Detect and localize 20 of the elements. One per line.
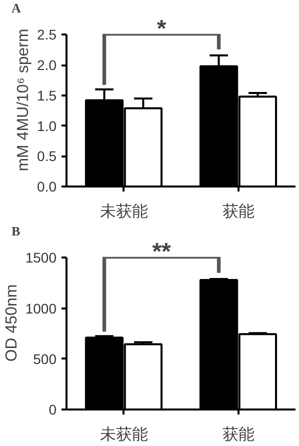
y-tick-label: 500 <box>33 350 57 367</box>
annotation: * <box>156 16 167 43</box>
chart-title: B <box>12 224 20 238</box>
chart-title: A <box>12 0 22 16</box>
y-axis-title: OD 450nm <box>3 284 20 362</box>
y-axis-title: mM 4MU/10⁶ sperm <box>15 28 32 172</box>
y-tick-label: 2.0 <box>37 57 57 74</box>
y-tick-label: 0 <box>48 402 57 418</box>
y-tick-label: 0.5 <box>37 148 57 164</box>
y-tick-label: 1500 <box>25 250 57 266</box>
y-tick-label: 1.0 <box>37 118 57 134</box>
y-tick-label: 1000 <box>25 300 57 316</box>
y-tick-label: 1.5 <box>37 87 57 104</box>
y-tick-label: 0.0 <box>37 178 57 194</box>
y-tick-label: 2.5 <box>37 26 57 43</box>
annotation: ** <box>152 238 172 266</box>
x-tick-label: 获能 <box>222 202 254 220</box>
x-tick-label: 获能 <box>222 426 254 444</box>
x-tick-label: 未获能 <box>100 202 148 220</box>
x-tick-label: 未获能 <box>100 426 148 444</box>
